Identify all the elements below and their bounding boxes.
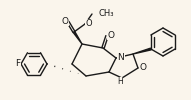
Text: O: O <box>108 30 114 40</box>
Text: H: H <box>117 78 123 86</box>
Text: N: N <box>118 52 124 62</box>
Text: O: O <box>139 64 146 72</box>
Text: CH₃: CH₃ <box>99 10 114 18</box>
Text: O: O <box>62 16 69 26</box>
Text: F: F <box>15 60 20 68</box>
Polygon shape <box>73 32 82 44</box>
Text: O: O <box>86 20 92 28</box>
Polygon shape <box>133 48 151 54</box>
